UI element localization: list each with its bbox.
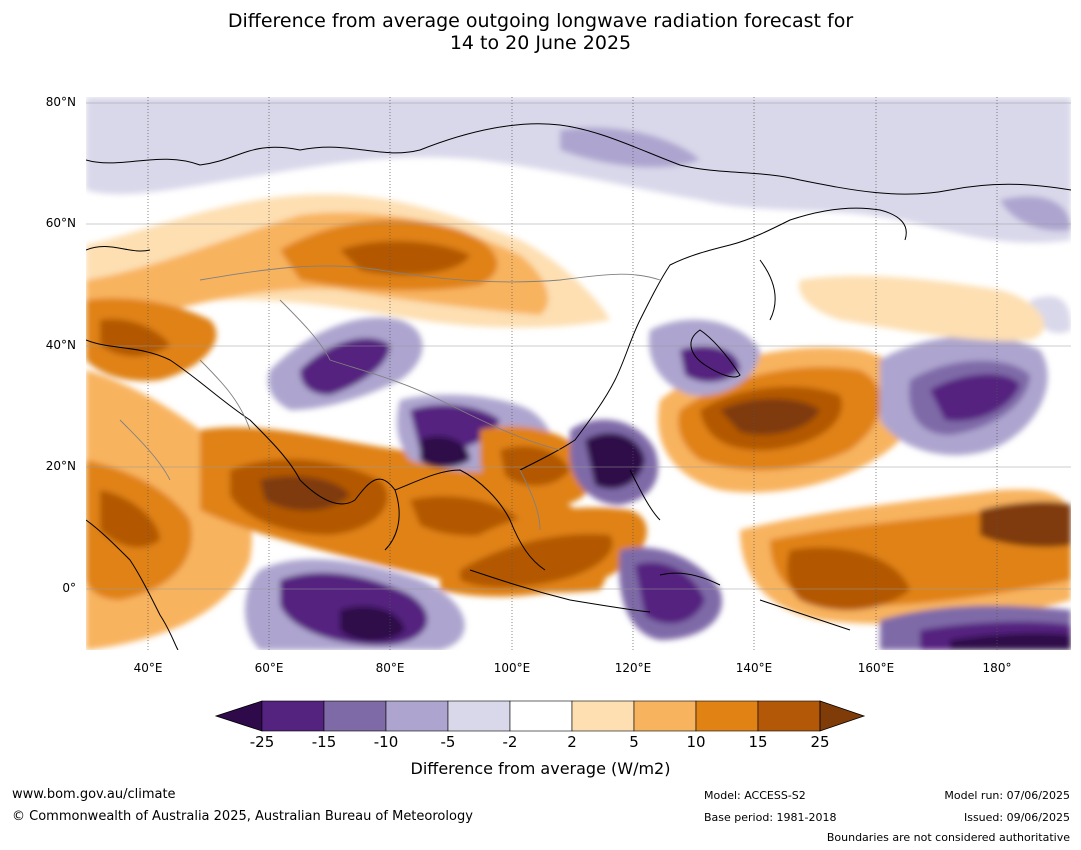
lat-label-20n: 20°N: [45, 459, 76, 473]
lat-label-60n: 60°N: [45, 216, 76, 230]
colorbar-segment: [385, 700, 449, 732]
lon-label-60e: 60°E: [254, 661, 284, 675]
anomaly-field: [86, 97, 1071, 650]
colorbar-extend-high: [819, 700, 866, 732]
footer-model: Model: ACCESS-S2: [704, 789, 806, 802]
lon-label-100e: 100°E: [493, 661, 531, 675]
colorbar-tick-label: 25: [810, 733, 830, 751]
lon-label-80e: 80°E: [375, 661, 405, 675]
colorbar-extend-low: [214, 700, 263, 732]
colorbar-segment: [757, 700, 821, 732]
borders: [119, 265, 661, 531]
colorbar-tick-label: -10: [373, 733, 399, 751]
coastlines: [86, 123, 1071, 650]
lon-label-180: 180°: [982, 661, 1012, 675]
colorbar-tick-label: 2: [567, 733, 577, 751]
lat-label-40n: 40°N: [45, 338, 76, 352]
footer-copyright: © Commonwealth of Australia 2025, Austra…: [12, 809, 473, 824]
lon-label-40e: 40°E: [133, 661, 163, 675]
colorbar-tick-label: -15: [311, 733, 337, 751]
colorbar-segment: [571, 700, 635, 732]
colorbar-tick-label: 15: [748, 733, 768, 751]
colorbar-tick-label: 10: [686, 733, 706, 751]
colorbar-segment: [695, 700, 759, 732]
colorbar-segment: [261, 700, 325, 732]
lat-label-0: 0°: [62, 581, 76, 595]
footer-model-run: Model run: 07/06/2025: [944, 789, 1070, 802]
lat-label-80n: 80°N: [45, 95, 76, 109]
meridians: [147, 97, 998, 650]
lon-label-160e: 160°E: [857, 661, 895, 675]
lon-label-120e: 120°E: [614, 661, 652, 675]
colorbar-label: Difference from average (W/m2): [410, 759, 671, 778]
anomaly-map: [86, 97, 1071, 650]
footer-disclaimer: Boundaries are not considered authoritat…: [826, 831, 1070, 844]
colorbar-segment: [323, 700, 387, 732]
lon-label-140e: 140°E: [735, 661, 773, 675]
colorbar-tick-label: 5: [629, 733, 639, 751]
title-line-1: Difference from average outgoing longwav…: [227, 10, 854, 32]
footer-url[interactable]: www.bom.gov.au/climate: [12, 787, 176, 802]
colorbar-segment: [447, 700, 511, 732]
gridlines: [86, 102, 1071, 590]
footer-issued: Issued: 09/06/2025: [963, 811, 1070, 824]
colorbar-segment: [509, 700, 573, 732]
colorbar-tick-label: -25: [249, 733, 275, 751]
colorbar-segment: [633, 700, 697, 732]
colorbar-tick-label: -2: [502, 733, 518, 751]
colorbar-segments: [214, 700, 866, 732]
chart-title: Difference from average outgoing longwav…: [0, 10, 1081, 54]
title-line-2: 14 to 20 June 2025: [449, 32, 632, 54]
footer-base-period: Base period: 1981-2018: [704, 811, 837, 824]
colorbar-tick-label: -5: [440, 733, 456, 751]
